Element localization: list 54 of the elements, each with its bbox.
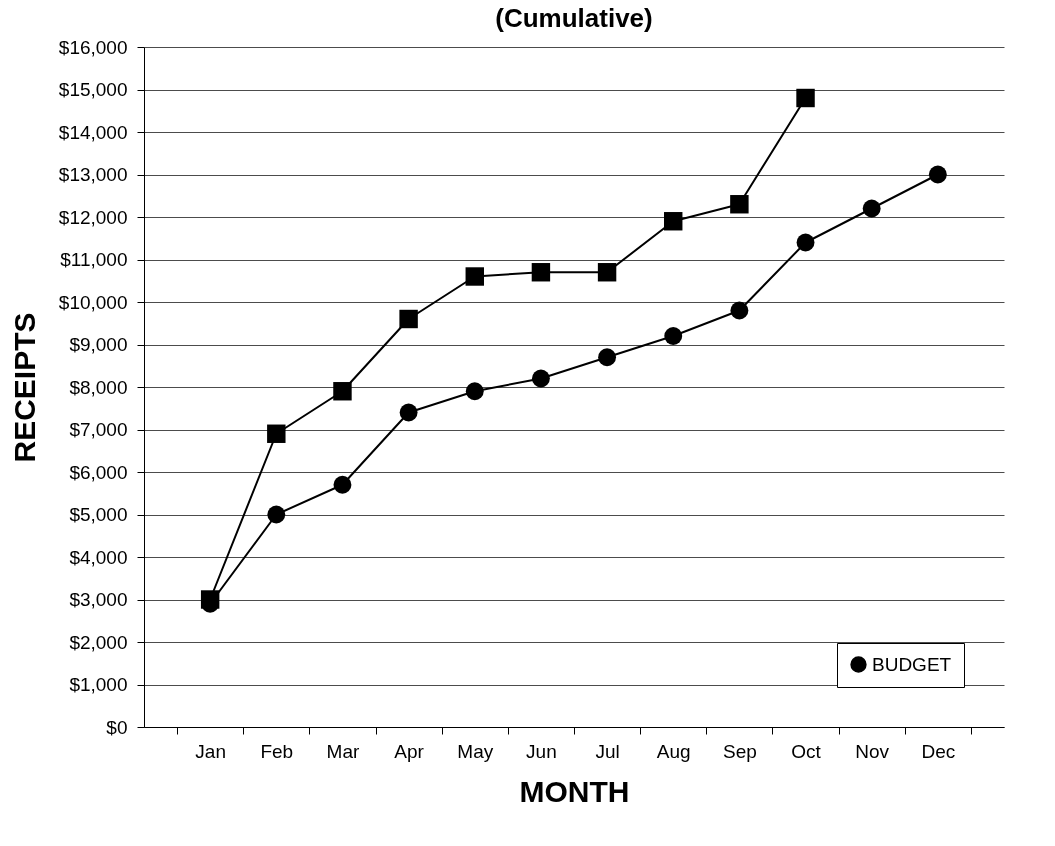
point (928, 165, 947, 184)
y-tick-label: $1,000 (69, 674, 128, 695)
x-tick-label: Apr (394, 740, 425, 762)
point (531, 263, 551, 282)
point (730, 195, 749, 214)
point (465, 267, 484, 286)
y-tick-label: $14,000 (58, 121, 128, 143)
x-tick-label: Nov (855, 740, 890, 762)
x-tick-label: May (457, 740, 494, 762)
y-tick-label: $2,000 (69, 631, 128, 653)
y-tick-label: $12,000 (58, 206, 128, 228)
y-tick-label: $3,000 (69, 589, 128, 610)
x-axis-title: MONTH (519, 774, 630, 808)
point (597, 263, 617, 282)
point (399, 309, 418, 329)
x-tick-label: Jun (526, 740, 557, 762)
y-tick-label: $13,000 (58, 164, 128, 185)
y-tick-label: $6,000 (69, 461, 128, 483)
point (267, 424, 286, 443)
y-tick-label: $5,000 (69, 504, 128, 525)
y-tick-label: $8,000 (69, 376, 128, 398)
point (333, 382, 352, 401)
y-axis-title: RECEIPTS (7, 312, 41, 463)
x-tick-label: Mar (326, 740, 360, 762)
legend-label: BUDGET (872, 653, 952, 675)
point (598, 348, 617, 367)
point (333, 475, 352, 494)
x-tick-label: Dec (921, 740, 956, 762)
y-tick-label: $9,000 (69, 334, 128, 355)
point (796, 88, 815, 108)
point (465, 382, 484, 401)
x-tick-label: Sep (722, 740, 757, 762)
point (664, 212, 683, 231)
point (664, 327, 683, 345)
point (796, 233, 815, 252)
x-tick-label: Feb (260, 740, 294, 762)
y-tick-label: $16,000 (58, 36, 128, 58)
x-tick-label: Oct (791, 740, 822, 762)
y-tick-label: $15,000 (58, 79, 128, 100)
point (399, 403, 418, 422)
chart-title: (Cumulative) (495, 3, 653, 33)
point (730, 301, 749, 320)
y-tick-label: $10,000 (58, 291, 128, 313)
x-tick-label: Jul (595, 740, 620, 762)
y-tick-label: $4,000 (69, 546, 128, 568)
point (862, 199, 881, 218)
y-tick-label: $7,000 (69, 419, 128, 440)
y-tick-label: $0 (106, 716, 128, 738)
x-tick-label: Aug (656, 740, 691, 762)
point (267, 505, 286, 524)
point (531, 369, 550, 388)
y-tick-label: $11,000 (60, 249, 128, 270)
point (200, 590, 220, 609)
x-tick-label: Jan (195, 740, 226, 762)
